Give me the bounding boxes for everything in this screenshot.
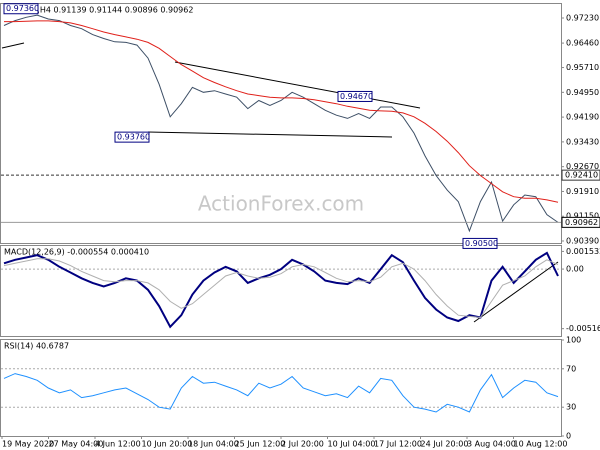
y-tick-label: 0.97230 <box>566 13 599 22</box>
level-label-box <box>561 169 600 181</box>
x-tick-label: 19 May 2020 <box>2 440 54 449</box>
y-tick-label: 0.95710 <box>566 63 599 72</box>
trend-line <box>174 61 421 109</box>
series-line <box>3 14 559 233</box>
annotation-box <box>3 3 39 15</box>
y-tick-label: 70 <box>566 364 576 373</box>
x-tick-label: 4 Jun 12:00 <box>95 440 141 449</box>
y-tick-label: 0.94950 <box>566 88 599 97</box>
x-tick-label: 18 Jun 04:00 <box>188 440 239 449</box>
annotation-box <box>114 131 150 143</box>
series-line <box>3 373 559 413</box>
y-tick-label: 0.94190 <box>566 113 599 122</box>
x-tick-label: 17 Jul 12:00 <box>374 440 422 449</box>
x-tick-label: 25 Jun 12:00 <box>235 440 286 449</box>
x-tick-label: 2 Jul 20:00 <box>281 440 324 449</box>
series-line <box>3 258 559 319</box>
x-tick-label: 10 Jul 04:00 <box>328 440 376 449</box>
annotation-box <box>462 237 498 249</box>
current-price-box <box>561 216 600 228</box>
y-tick-label: 0.00 <box>566 265 584 274</box>
chart-title: USDCHF,H4 0.91139 0.91144 0.90896 0.9096… <box>4 6 193 15</box>
trend-line <box>147 131 393 138</box>
annotation-box <box>337 90 373 102</box>
annotation-label: 0.94670 <box>340 92 373 101</box>
x-tick-label: 10 Jun 20:00 <box>142 440 193 449</box>
y-tick-label: 0.90390 <box>566 237 599 246</box>
x-tick-label: 10 Aug 12:00 <box>514 440 568 449</box>
macd-panel <box>0 245 562 337</box>
panel-title: RSI(14) 40.6787 <box>4 342 69 351</box>
annotation-label: 0.90500 <box>465 239 498 248</box>
level-label: 0.92410 <box>565 171 598 180</box>
series-line <box>4 20 559 203</box>
series-line <box>3 251 559 329</box>
x-tick-label: 27 May 04:00 <box>49 440 104 449</box>
x-tick-label: 24 Jul 20:00 <box>421 440 469 449</box>
panel-title: MACD(12,26,9) -0.000554 0.000410 <box>4 248 149 257</box>
annotation-label: 0.93760 <box>117 133 150 142</box>
y-tick-label: 100 <box>566 336 581 345</box>
x-tick-label: 3 Aug 04:00 <box>467 440 516 449</box>
y-tick-label: 0.91150 <box>566 212 599 221</box>
y-tick-label: 0.92670 <box>566 162 599 171</box>
trend-line <box>473 261 559 323</box>
y-tick-label: 0 <box>566 432 571 441</box>
watermark: ActionForex.com <box>198 192 364 216</box>
y-tick-label: 0.001532 <box>566 247 600 256</box>
trend-line <box>1 42 25 49</box>
y-tick-label: 0.93430 <box>566 137 599 146</box>
y-tick-label: 0.91910 <box>566 187 599 196</box>
current-price-label: 0.90962 <box>565 218 598 227</box>
price-panel <box>0 3 562 244</box>
y-tick-label: -0.005164 <box>566 324 600 333</box>
y-tick-label: 30 <box>566 403 576 412</box>
annotation-label: 0.97360 <box>6 4 39 13</box>
rsi-panel <box>0 339 562 437</box>
y-tick-label: 0.96460 <box>566 39 599 48</box>
